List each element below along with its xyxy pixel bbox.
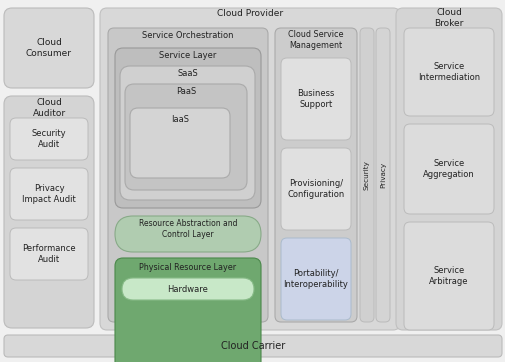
FancyBboxPatch shape bbox=[359, 28, 373, 322]
FancyBboxPatch shape bbox=[108, 28, 268, 322]
FancyBboxPatch shape bbox=[125, 84, 246, 190]
FancyBboxPatch shape bbox=[120, 66, 255, 200]
Text: Performance
Audit: Performance Audit bbox=[22, 244, 76, 264]
Text: Cloud
Auditor: Cloud Auditor bbox=[32, 98, 66, 118]
Text: Privacy
Impact Audit: Privacy Impact Audit bbox=[22, 184, 76, 204]
Text: Cloud Carrier: Cloud Carrier bbox=[221, 341, 284, 351]
Text: Portability/
Interoperability: Portability/ Interoperability bbox=[283, 269, 348, 289]
Text: Provisioning/
Configuration: Provisioning/ Configuration bbox=[287, 179, 344, 199]
Text: Security
Audit: Security Audit bbox=[32, 129, 66, 149]
Text: Security: Security bbox=[363, 160, 369, 190]
FancyBboxPatch shape bbox=[115, 216, 261, 252]
FancyBboxPatch shape bbox=[10, 118, 88, 160]
Text: Cloud Provider: Cloud Provider bbox=[217, 9, 282, 18]
FancyBboxPatch shape bbox=[100, 8, 399, 330]
Text: Business
Support: Business Support bbox=[297, 89, 334, 109]
FancyBboxPatch shape bbox=[274, 28, 357, 322]
FancyBboxPatch shape bbox=[280, 238, 350, 320]
Text: Service
Aggregation: Service Aggregation bbox=[422, 159, 474, 179]
FancyBboxPatch shape bbox=[4, 8, 94, 88]
FancyBboxPatch shape bbox=[375, 28, 389, 322]
FancyBboxPatch shape bbox=[403, 222, 493, 330]
FancyBboxPatch shape bbox=[4, 96, 94, 328]
Text: Service Layer: Service Layer bbox=[159, 51, 216, 60]
Text: SaaS: SaaS bbox=[177, 70, 197, 79]
Text: Service
Arbitrage: Service Arbitrage bbox=[428, 266, 468, 286]
FancyBboxPatch shape bbox=[280, 148, 350, 230]
FancyBboxPatch shape bbox=[10, 168, 88, 220]
FancyBboxPatch shape bbox=[4, 335, 501, 357]
Text: Cloud Service
Management: Cloud Service Management bbox=[288, 30, 343, 50]
FancyBboxPatch shape bbox=[115, 48, 261, 208]
FancyBboxPatch shape bbox=[122, 278, 254, 300]
Text: Physical Resource Layer: Physical Resource Layer bbox=[139, 264, 236, 273]
Text: Hardware: Hardware bbox=[167, 285, 208, 294]
Text: IaaS: IaaS bbox=[171, 115, 189, 125]
Text: Resource Abstraction and
Control Layer: Resource Abstraction and Control Layer bbox=[138, 219, 237, 239]
Text: Service
Intermediation: Service Intermediation bbox=[417, 62, 479, 82]
Text: Privacy: Privacy bbox=[379, 162, 385, 188]
FancyBboxPatch shape bbox=[115, 258, 261, 362]
Text: Service Orchestration: Service Orchestration bbox=[142, 30, 233, 39]
Text: Cloud
Broker: Cloud Broker bbox=[433, 8, 463, 28]
FancyBboxPatch shape bbox=[403, 28, 493, 116]
FancyBboxPatch shape bbox=[395, 8, 501, 330]
Text: PaaS: PaaS bbox=[176, 88, 196, 97]
FancyBboxPatch shape bbox=[130, 108, 230, 178]
FancyBboxPatch shape bbox=[10, 228, 88, 280]
Text: Cloud
Consumer: Cloud Consumer bbox=[26, 38, 72, 58]
FancyBboxPatch shape bbox=[403, 124, 493, 214]
FancyBboxPatch shape bbox=[280, 58, 350, 140]
